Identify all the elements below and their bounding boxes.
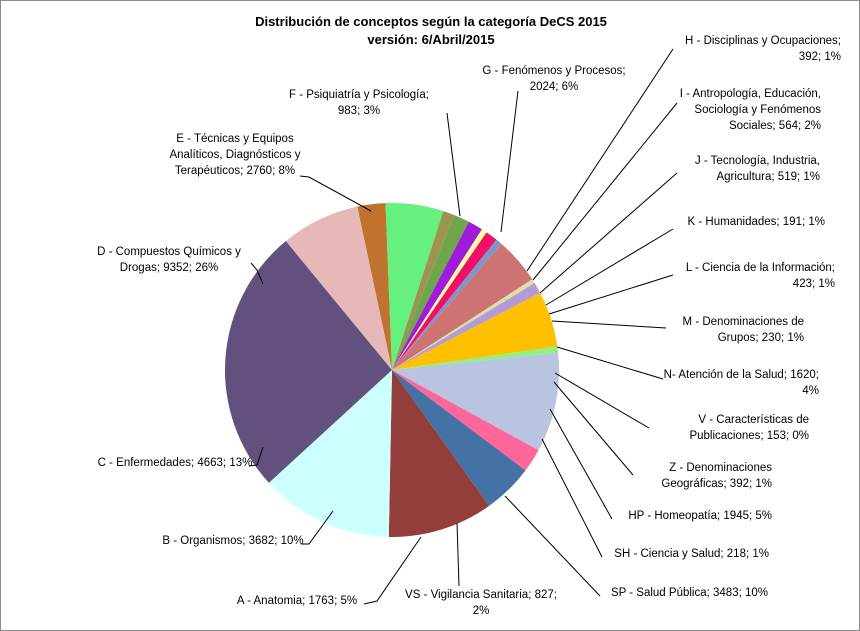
- data-label-n: N- Atención de la Salud; 1620; 4%: [664, 369, 819, 397]
- leader-line-m: [551, 320, 667, 329]
- pie-slice-i: [392, 214, 469, 370]
- pie-slices: [224, 203, 559, 538]
- pie-slice-sp: [392, 352, 559, 451]
- leader-line-l: [548, 274, 674, 315]
- data-label-sp: SP - Salud Pública; 3483; 10%: [611, 587, 768, 599]
- pie-slice-l: [392, 232, 497, 370]
- pie-slice-d: [224, 241, 392, 483]
- leader-line-h: [526, 48, 674, 272]
- data-label-d: D - Compuestos Químicos y Drogas; 9352; 2…: [97, 246, 241, 274]
- data-label-z: Z - Denominaciones Geográficas; 392; 1%: [661, 462, 772, 490]
- pie-slice-vs: [392, 370, 539, 471]
- leader-line-f: [446, 112, 461, 217]
- leader-line-n: [556, 346, 664, 380]
- data-label-vs: VS - Vigilancia Sanitaria; 827; 2%: [405, 589, 557, 617]
- data-label-b: B - Organismos; 3682; 10%: [162, 535, 303, 547]
- data-labels: F - Psiquiatría y Psicología; 983; 3% G - …: [97, 35, 841, 617]
- leader-line-g: [500, 90, 519, 233]
- leader-line-sp: [504, 495, 601, 597]
- leader-line-vs: [456, 522, 460, 587]
- data-label-l: L - Ciencia de la Información; 423; 1%: [686, 262, 835, 290]
- leader-line-c: [248, 446, 264, 467]
- pie-slice-j: [392, 221, 482, 370]
- leader-line-a: [363, 536, 422, 605]
- pie-slice-b: [388, 370, 490, 538]
- pie-slice-f: [357, 203, 392, 370]
- pie-slice-z: [392, 283, 541, 370]
- pie-slice-sh: [392, 346, 559, 370]
- chart-title: Distribución de conceptos según la categ…: [255, 14, 607, 29]
- chart-subtitle: versión: 6/Abril/2015: [367, 32, 494, 47]
- leader-line-e: [299, 175, 372, 212]
- pie-slice-m: [392, 239, 502, 370]
- data-label-hp: HP - Homeopatía; 1945; 5%: [628, 510, 772, 522]
- leader-line-v: [554, 372, 650, 429]
- data-label-h: H - Disciplinas y Ocupaciones; 392; 1%: [685, 35, 841, 63]
- data-label-g: G - Fenómenos y Procesos; 2024; 6%: [482, 65, 625, 93]
- leader-lines: [248, 48, 678, 605]
- pie-slice-e: [285, 206, 392, 370]
- data-label-c: C - Enfermedades; 4663; 13%: [98, 457, 253, 469]
- pie-slice-hp: [392, 292, 558, 370]
- data-label-e: E - Técnicas y Equipos Analíticos, Diagnó…: [169, 133, 300, 177]
- data-label-a: A - Anatomia; 1763; 5%: [237, 595, 357, 607]
- data-label-k: K - Humanidades; 191; 1%: [688, 216, 825, 228]
- leader-line-i: [532, 102, 678, 281]
- data-label-v: V - Características de Publicaciones; 153…: [689, 414, 809, 442]
- data-label-i: I - Antropología, Educación, Sociología y…: [680, 88, 822, 132]
- pie-slice-a: [392, 370, 526, 506]
- leader-line-z: [553, 381, 634, 476]
- leader-line-hp: [549, 408, 613, 520]
- pie-slice-v: [392, 279, 535, 370]
- data-label-j: J - Tecnología, Industria, Agricultura; 5…: [695, 155, 820, 183]
- leader-line-j: [539, 172, 678, 294]
- pie-slice-k: [392, 229, 487, 370]
- pie-slice-n: [392, 243, 533, 370]
- data-label-sh: SH - Ciencia y Salud; 218; 1%: [614, 548, 769, 560]
- pie-slice-h: [392, 211, 455, 370]
- leader-line-sh: [541, 438, 603, 558]
- pie-slice-g: [385, 203, 444, 370]
- leader-line-d: [250, 262, 264, 285]
- pie-slice-c: [268, 370, 392, 537]
- leader-line-k: [545, 228, 674, 306]
- data-label-m: M - Denominaciones de Grupos; 230; 1%: [683, 316, 804, 344]
- data-label-f: F - Psiquiatría y Psicología; 983; 3%: [289, 89, 429, 117]
- leader-line-b: [301, 510, 334, 545]
